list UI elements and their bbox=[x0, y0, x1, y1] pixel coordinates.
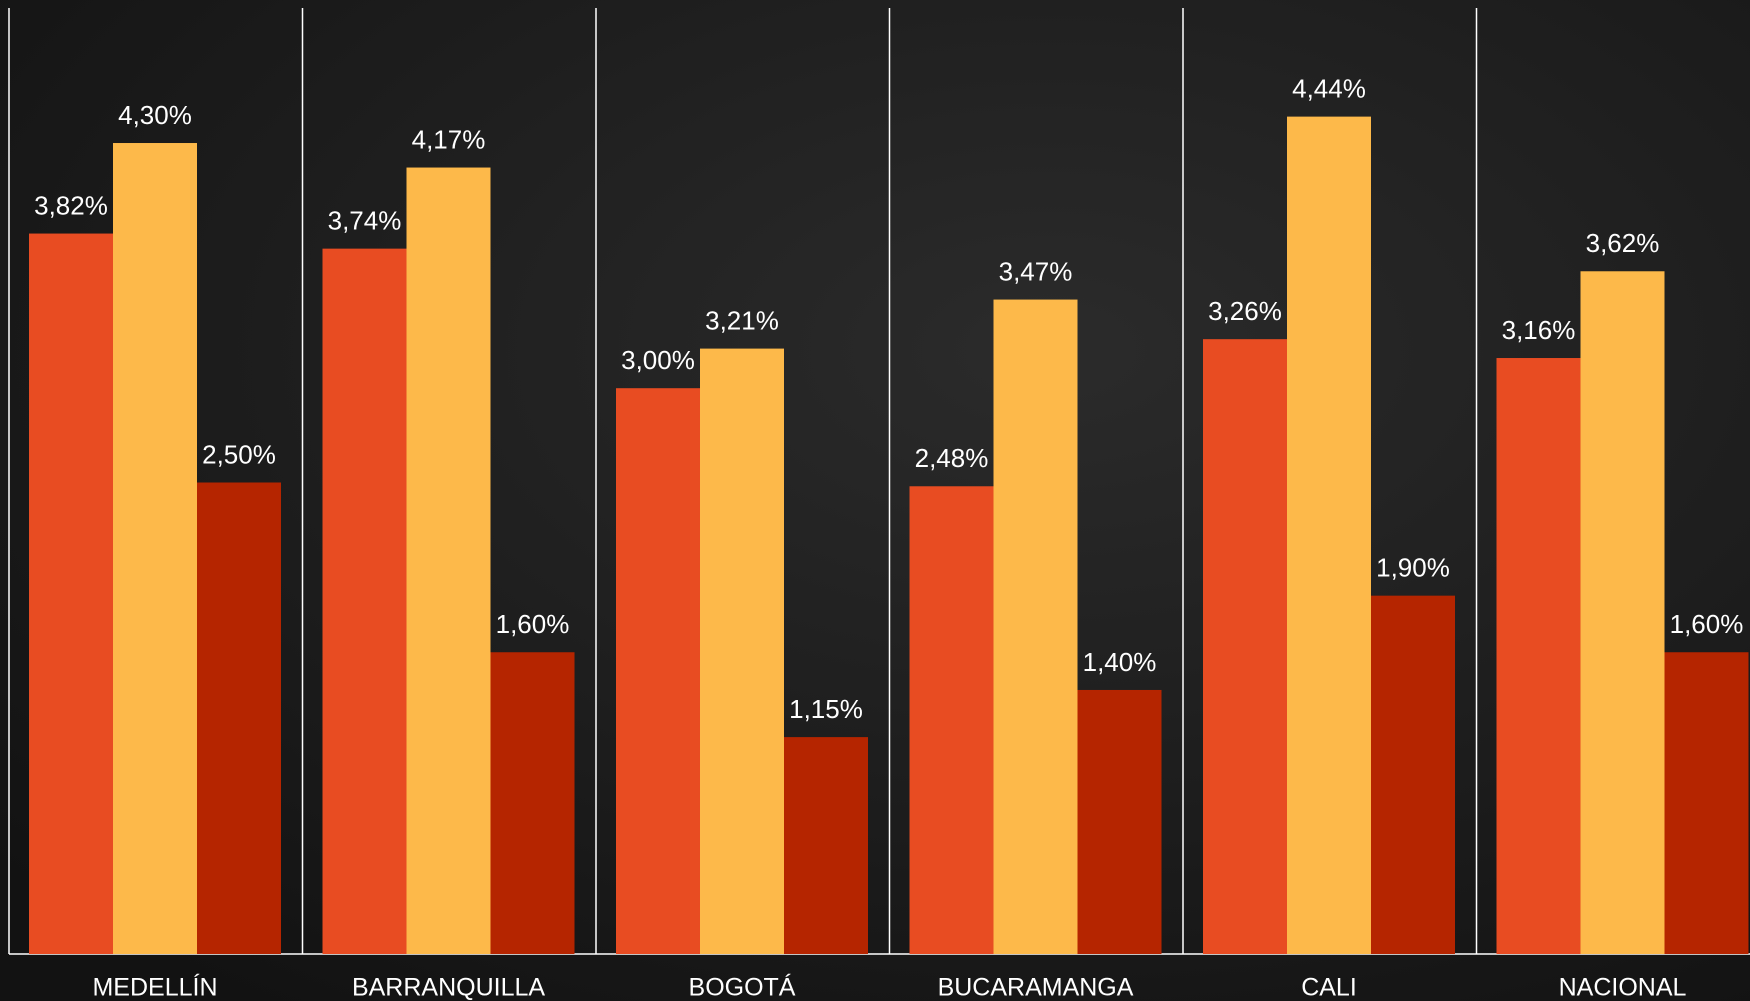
bar bbox=[909, 486, 994, 954]
value-label: 3,00% bbox=[621, 345, 695, 375]
value-label: 4,44% bbox=[1292, 73, 1366, 103]
bar bbox=[784, 737, 868, 954]
bar bbox=[113, 143, 197, 954]
bar bbox=[616, 388, 700, 954]
bar bbox=[1287, 116, 1371, 955]
value-label: 3,16% bbox=[1502, 315, 1576, 345]
x-tick-label: NACIONAL bbox=[1559, 974, 1687, 1001]
bar bbox=[1371, 595, 1455, 954]
x-tick-label: BOGOTÁ bbox=[689, 973, 796, 1001]
bar bbox=[197, 482, 281, 954]
value-label: 2,48% bbox=[915, 443, 989, 473]
value-label: 1,60% bbox=[496, 609, 570, 639]
bar bbox=[490, 652, 575, 954]
bar bbox=[1664, 652, 1749, 954]
bar bbox=[1077, 689, 1162, 954]
bar bbox=[993, 299, 1078, 955]
value-label: 4,30% bbox=[118, 100, 192, 130]
x-tick-label: BARRANQUILLA bbox=[352, 974, 545, 1001]
value-label: 1,90% bbox=[1376, 553, 1450, 583]
x-tick-label: BUCARAMANGA bbox=[938, 974, 1134, 1001]
value-label: 4,17% bbox=[412, 124, 486, 154]
value-label: 1,15% bbox=[789, 694, 863, 724]
bar bbox=[1580, 271, 1665, 954]
bar bbox=[700, 348, 784, 954]
bar bbox=[1496, 358, 1581, 954]
bar bbox=[406, 167, 491, 955]
value-label: 3,21% bbox=[705, 305, 779, 335]
value-label: 2,50% bbox=[202, 439, 276, 469]
bar bbox=[322, 248, 407, 955]
value-label: 3,74% bbox=[328, 206, 402, 236]
value-label: 3,82% bbox=[34, 190, 108, 220]
value-label: 1,40% bbox=[1083, 647, 1157, 677]
value-label: 3,47% bbox=[999, 256, 1073, 286]
value-label: 3,26% bbox=[1208, 296, 1282, 326]
bar bbox=[1203, 339, 1287, 954]
x-tick-label: CALI bbox=[1301, 974, 1357, 1001]
x-tick-label: MEDELLÍN bbox=[92, 973, 217, 1001]
value-label: 3,62% bbox=[1586, 228, 1660, 258]
bar bbox=[29, 233, 113, 955]
value-label: 1,60% bbox=[1670, 609, 1744, 639]
